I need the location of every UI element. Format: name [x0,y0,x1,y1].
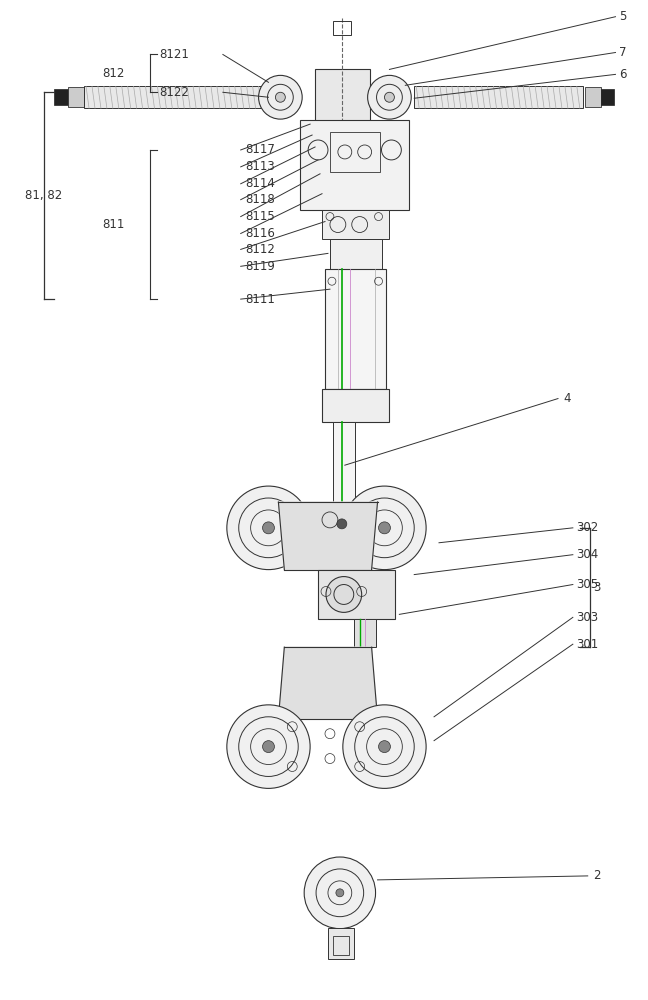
Text: 8111: 8111 [246,293,275,306]
Text: 8119: 8119 [246,260,275,273]
Circle shape [336,889,344,897]
Bar [322,210,389,239]
Text: 8115: 8115 [246,210,275,223]
Bar [315,69,369,125]
Bar [330,239,382,269]
Bar [333,21,351,35]
Text: 812: 812 [102,67,124,80]
Text: 8117: 8117 [246,143,275,156]
Text: 3: 3 [594,581,601,594]
Text: 4: 4 [563,392,570,405]
Bar [68,87,84,107]
Text: 304: 304 [576,548,598,561]
Circle shape [262,522,275,534]
Circle shape [378,522,391,534]
Text: 2: 2 [593,869,600,882]
Bar [54,89,68,105]
Circle shape [384,92,395,102]
Text: 7: 7 [619,46,627,59]
Text: 8121: 8121 [159,48,189,61]
Circle shape [227,705,310,788]
Text: 8116: 8116 [246,227,275,240]
Text: 8114: 8114 [246,177,275,190]
Bar [322,389,389,422]
Bar [584,87,601,107]
Bar [414,86,583,108]
Bar [84,86,268,108]
Circle shape [337,519,347,529]
Text: 8113: 8113 [246,160,275,173]
Text: 5: 5 [619,10,627,23]
Bar [333,422,354,502]
Circle shape [259,75,302,119]
Bar [328,928,354,959]
Bar [601,89,614,105]
Text: 305: 305 [576,578,598,591]
Bar [300,120,410,210]
Text: 81, 82: 81, 82 [25,189,62,202]
Circle shape [262,741,275,753]
Bar [354,619,376,647]
Polygon shape [279,502,378,570]
Text: 8118: 8118 [246,193,275,206]
Bar [333,936,349,955]
Text: 303: 303 [576,611,598,624]
Text: 302: 302 [576,521,598,534]
Circle shape [275,92,285,102]
Text: 811: 811 [102,218,124,231]
Bar [330,132,380,172]
Circle shape [227,486,310,570]
Text: 8112: 8112 [246,243,275,256]
Circle shape [378,741,391,753]
Circle shape [343,486,426,570]
Polygon shape [279,647,378,719]
Bar [325,269,386,389]
Text: 301: 301 [576,638,598,651]
Circle shape [326,577,362,612]
Circle shape [343,705,426,788]
Circle shape [304,857,376,929]
Text: 8122: 8122 [159,86,189,99]
Circle shape [367,75,411,119]
Bar [318,570,395,619]
Text: 6: 6 [619,68,627,81]
